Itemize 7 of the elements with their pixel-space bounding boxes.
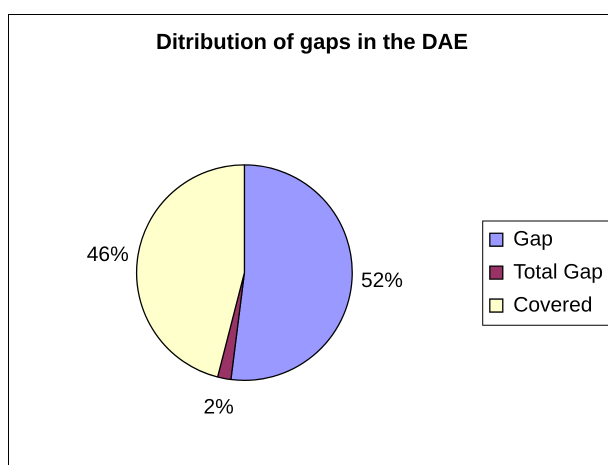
data-label: 46% xyxy=(86,243,129,266)
legend-label: Covered xyxy=(513,293,592,316)
legend-label: Total Gap xyxy=(513,260,603,284)
data-label: 52% xyxy=(360,269,403,292)
chart-title: Ditribution of gaps in the DAE xyxy=(156,29,468,54)
data-label: 2% xyxy=(203,396,234,419)
legend-label: Gap xyxy=(513,227,553,250)
